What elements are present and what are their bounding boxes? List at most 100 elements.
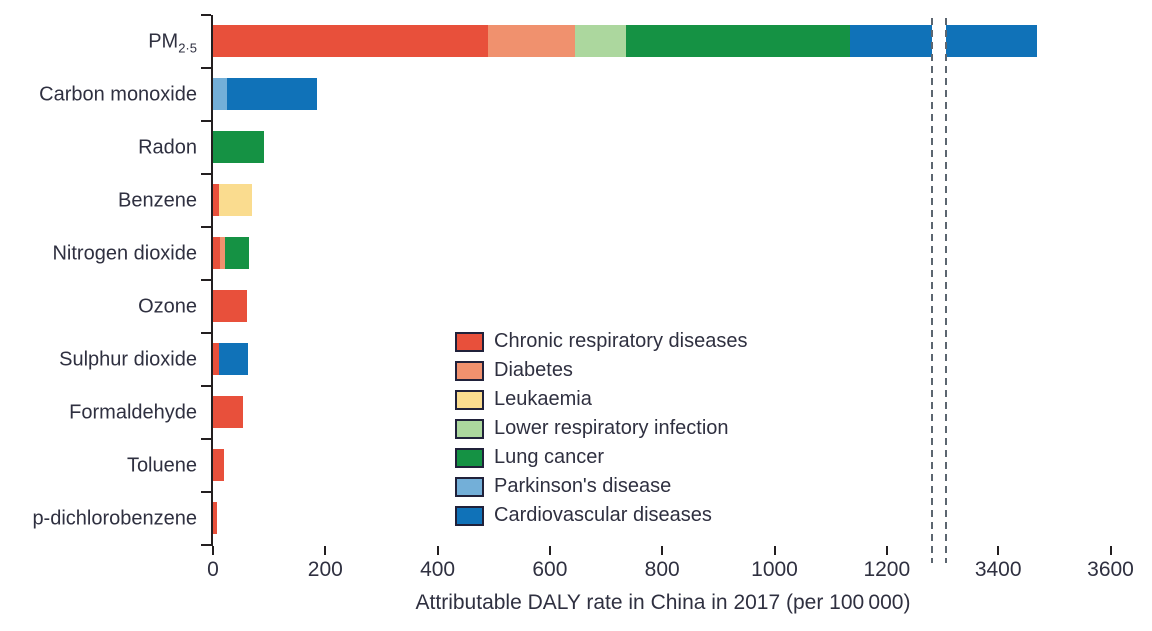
x-axis-tick xyxy=(436,546,439,555)
bar-segment xyxy=(224,237,249,269)
y-axis-tick xyxy=(201,67,211,69)
y-axis-tick xyxy=(201,385,211,387)
x-axis-title: Attributable DALY rate in China in 2017 … xyxy=(415,591,911,614)
bar-row: Sulphur dioxide xyxy=(59,333,1113,386)
category-label: Benzene xyxy=(118,189,197,211)
axis-break-dashed-line xyxy=(945,18,947,563)
stacked-bar xyxy=(213,343,249,375)
y-axis-tick xyxy=(201,544,211,546)
bar-row: Carbon monoxide xyxy=(39,68,1113,121)
x-axis-tick-label: 1000 xyxy=(751,558,798,581)
x-axis-tick xyxy=(212,546,214,555)
stacked-bar xyxy=(213,78,317,110)
bar-row: Formaldehyde xyxy=(69,386,1113,439)
legend-label: Cardiovascular diseases xyxy=(494,504,712,526)
category-label-subscript: 2·5 xyxy=(178,40,197,55)
legend-item: Diabetes xyxy=(455,356,747,385)
x-axis-tick-label: 400 xyxy=(420,558,456,581)
bar-row: Benzene xyxy=(118,174,1113,227)
y-axis-line xyxy=(211,15,213,546)
bar-segment xyxy=(213,184,220,216)
category-label: p-dichlorobenzene xyxy=(32,507,197,529)
x-axis-tick xyxy=(661,546,664,555)
bar-segment xyxy=(213,25,489,57)
x-axis-tick xyxy=(548,546,551,555)
stacked-bar xyxy=(213,502,218,534)
x-axis-tick-label: 3400 xyxy=(974,558,1022,581)
legend-label: Lower respiratory infection xyxy=(494,417,729,439)
legend-item: Parkinson's disease xyxy=(455,472,747,501)
legend-swatch xyxy=(455,447,484,468)
y-axis-tick xyxy=(201,173,211,175)
legend: Chronic respiratory diseases Diabetes Leuk… xyxy=(455,327,747,530)
bar-segment xyxy=(219,237,225,269)
x-axis-tick xyxy=(324,546,327,555)
legend-swatch xyxy=(455,476,484,497)
category-label: PM2·5 xyxy=(148,30,197,55)
bar-row: Radon xyxy=(138,121,1113,174)
bar-segment xyxy=(213,131,264,163)
stacked-bar xyxy=(213,449,225,481)
legend-item: Cardiovascular diseases xyxy=(455,501,747,530)
bar-segment xyxy=(625,25,851,57)
bar-segment xyxy=(213,78,228,110)
bar-segment xyxy=(213,396,243,428)
bar-segment xyxy=(213,502,218,534)
bar-segment xyxy=(213,343,220,375)
legend-item: Lung cancer xyxy=(455,443,747,472)
x-axis-tick-label: 3600 xyxy=(1087,558,1134,581)
stacked-bar xyxy=(213,396,243,428)
legend-swatch xyxy=(455,418,484,439)
x-axis-tick xyxy=(885,546,888,555)
x-axis-tick-label: 600 xyxy=(532,558,568,581)
stacked-bar xyxy=(213,290,247,322)
bar-row: Toluene xyxy=(127,439,1113,492)
bar-segment xyxy=(219,343,249,375)
legend-label: Parkinson's disease xyxy=(494,475,672,497)
bar-segment xyxy=(213,290,247,322)
y-axis-tick xyxy=(201,226,211,228)
legend-label: Diabetes xyxy=(494,359,573,381)
bar-row: p-dichlorobenzene xyxy=(32,492,1113,545)
legend-label: Chronic respiratory diseases xyxy=(494,330,748,352)
x-axis-tick xyxy=(997,546,1000,555)
x-axis-tick xyxy=(1109,546,1112,555)
bar-row: Nitrogen dioxide xyxy=(52,227,1113,280)
y-axis-tick xyxy=(201,491,211,493)
stacked-bar xyxy=(213,25,1038,57)
x-axis-tick-label: 1200 xyxy=(863,558,911,581)
legend-swatch xyxy=(455,331,484,352)
y-axis-tick xyxy=(201,120,211,122)
bar-segment xyxy=(488,25,576,57)
bar-segment xyxy=(219,184,253,216)
y-axis-tick xyxy=(201,279,211,281)
axis-break-band xyxy=(932,15,946,545)
bar-row: PM2·5 xyxy=(148,15,1113,68)
category-label: Nitrogen dioxide xyxy=(52,242,197,264)
category-label: Toluene xyxy=(126,454,197,476)
x-axis-tick-label: 800 xyxy=(644,558,680,581)
bar-segment xyxy=(575,25,626,57)
legend-swatch xyxy=(455,389,484,410)
bar-segment xyxy=(213,449,225,481)
legend-swatch xyxy=(455,360,484,381)
category-label: Radon xyxy=(138,136,197,158)
legend-swatch xyxy=(455,505,484,526)
legend-label: Leukaemia xyxy=(494,388,592,410)
stacked-bar xyxy=(213,184,253,216)
legend-item: Chronic respiratory diseases xyxy=(455,327,747,356)
stacked-bar xyxy=(213,131,264,163)
axis-break-dashed-line xyxy=(931,18,933,563)
stacked-bar xyxy=(213,237,249,269)
y-axis-tick xyxy=(201,438,211,440)
y-axis-tick xyxy=(201,14,211,16)
bar-row: Ozone xyxy=(138,280,1113,333)
legend-item: Lower respiratory infection xyxy=(455,414,747,443)
category-label: Formaldehyde xyxy=(69,401,197,423)
x-axis-tick-label: 0 xyxy=(207,558,219,581)
x-axis-tick xyxy=(773,546,776,555)
category-label: Carbon monoxide xyxy=(39,83,197,105)
category-label: Sulphur dioxide xyxy=(59,348,197,370)
bar-segment xyxy=(227,78,317,110)
